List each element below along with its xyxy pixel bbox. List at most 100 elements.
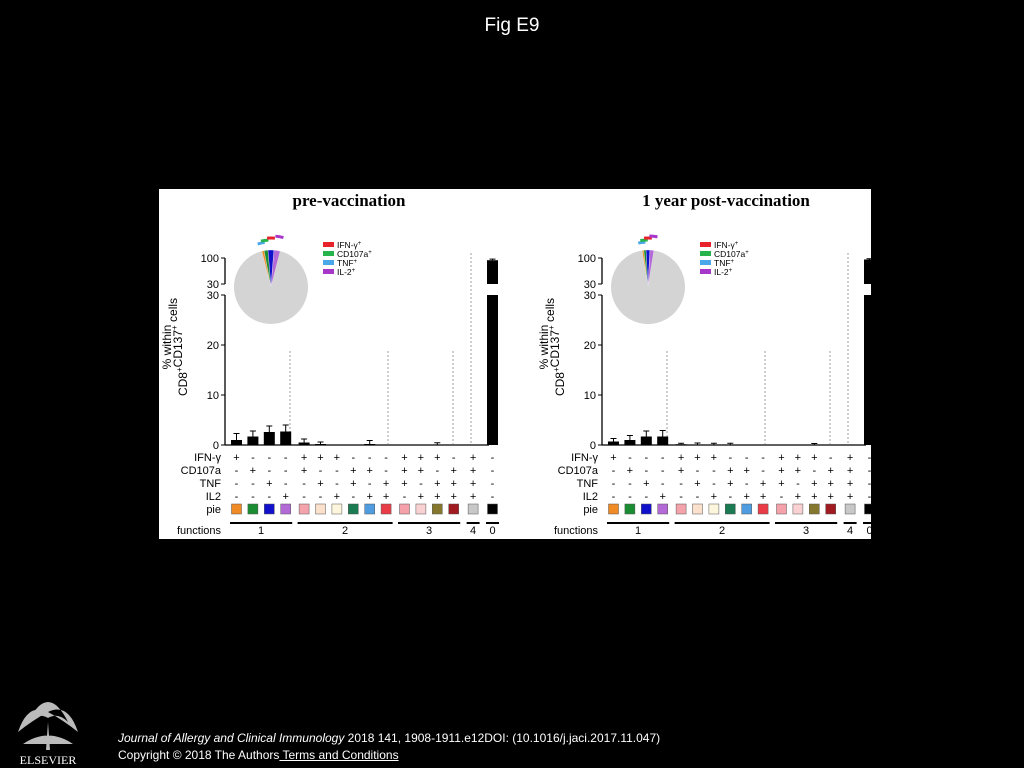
function-group-label: 2 [719,525,725,537]
marker-cd107a: + [627,465,633,477]
marker-cd107a: + [418,465,424,477]
pie-color-swatch [247,503,259,515]
legend-label: CD107a+ [337,249,372,259]
pie-color-swatch [231,503,242,515]
y-tick-label: 20 [584,340,596,352]
y-axis-label-line2: CD8+CD137+ cells [543,298,567,396]
logo-text: ELSEVIER [20,753,77,766]
marker-tnf: - [235,478,239,490]
bar [487,260,498,284]
y-axis-label-part: cells [166,298,180,325]
marker-tnf: - [335,478,339,490]
marker-tnf: + [317,478,323,490]
pie-slice [270,249,281,288]
marker-tnf: + [827,478,833,490]
marker-il2: + [847,491,853,503]
marker-cd107a: - [812,465,816,477]
marker-ifn: - [491,452,495,464]
marker-il2: + [795,491,801,503]
legend-label-sup: + [735,241,739,247]
pie-color-swatch [776,503,787,515]
marker-tnf: - [712,478,716,490]
marker-ifn: + [418,452,424,464]
legend-label: TNF+ [714,258,735,268]
marker-ifn: + [334,452,340,464]
marker-cd107a: - [644,465,648,477]
y-tick-label: 0 [213,440,219,452]
function-group-label: 3 [803,525,809,537]
marker-tnf: + [727,478,733,490]
row-label: pie [206,504,221,516]
pie-color-swatch [708,503,720,515]
marker-tnf: - [491,478,495,490]
marker-il2: + [366,491,372,503]
pie-color-swatch [432,503,443,515]
y-axis-label-line2: CD8+CD137+ cells [166,298,190,396]
bar [364,444,376,445]
marker-cd107a: + [678,465,684,477]
marker-il2: + [470,491,476,503]
row-label: IL2 [583,491,598,503]
marker-tnf: + [401,478,407,490]
pie-color-swatch [675,503,687,515]
marker-tnf: + [470,478,476,490]
pie-color-swatch [624,503,636,515]
marker-ifn: + [678,452,684,464]
marker-cd107a: + [795,465,801,477]
marker-ifn: - [284,452,288,464]
row-label: CD107a [181,465,222,477]
legend-label: TNF+ [337,258,358,268]
marker-cd107a: + [350,465,356,477]
legend-label-text: TNF [337,258,354,268]
pie-color-swatch [298,503,310,515]
function-group-label: 0 [866,525,871,537]
function-group-label: 3 [426,525,432,537]
marker-il2: - [868,491,871,503]
pie-color-swatch [348,503,359,515]
pie-color-swatch [331,503,343,515]
bar [280,431,292,445]
marker-tnf: - [368,478,372,490]
journal-name: Journal of Allergy and Clinical Immunolo… [118,731,345,745]
marker-tnf: + [383,478,389,490]
legend-label-text: IL-2 [714,267,729,277]
pie-slice [234,251,308,324]
bar [624,440,636,445]
marker-tnf: + [847,478,853,490]
legend-label-text: TNF [714,258,731,268]
bar [864,259,871,284]
marker-cd107a: + [778,465,784,477]
y-axis-label-part: + [552,367,561,372]
marker-ifn: - [267,452,271,464]
terms-link[interactable]: Terms and Conditions [279,748,399,762]
marker-cd107a: - [868,465,871,477]
row-label: IFN-γ [194,452,221,464]
y-tick-label: 10 [584,390,596,402]
marker-tnf: + [778,478,784,490]
pie-outer-arc [637,240,646,245]
marker-il2: - [628,491,632,503]
marker-il2: + [282,491,288,503]
y-axis-label-part: cells [543,298,557,325]
legend-swatch [323,251,334,256]
row-label: functions [177,525,222,537]
marker-ifn: + [401,452,407,464]
marker-il2: + [760,491,766,503]
pie-color-swatch [364,503,375,515]
legend-label-sup: + [358,241,362,247]
y-tick-label: 0 [590,440,596,452]
marker-il2: - [491,491,495,503]
marker-il2: - [403,491,407,503]
marker-tnf: + [266,478,272,490]
legend-label-sup: + [368,250,372,256]
marker-cd107a: + [450,465,456,477]
marker-cd107a: - [319,465,323,477]
marker-cd107a: - [335,465,339,477]
marker-il2: + [418,491,424,503]
marker-ifn: - [351,452,355,464]
pie-color-swatch [448,503,459,515]
legend-label-sup: + [731,259,735,265]
y-axis-label-part: + [175,367,184,372]
marker-cd107a: - [284,465,288,477]
